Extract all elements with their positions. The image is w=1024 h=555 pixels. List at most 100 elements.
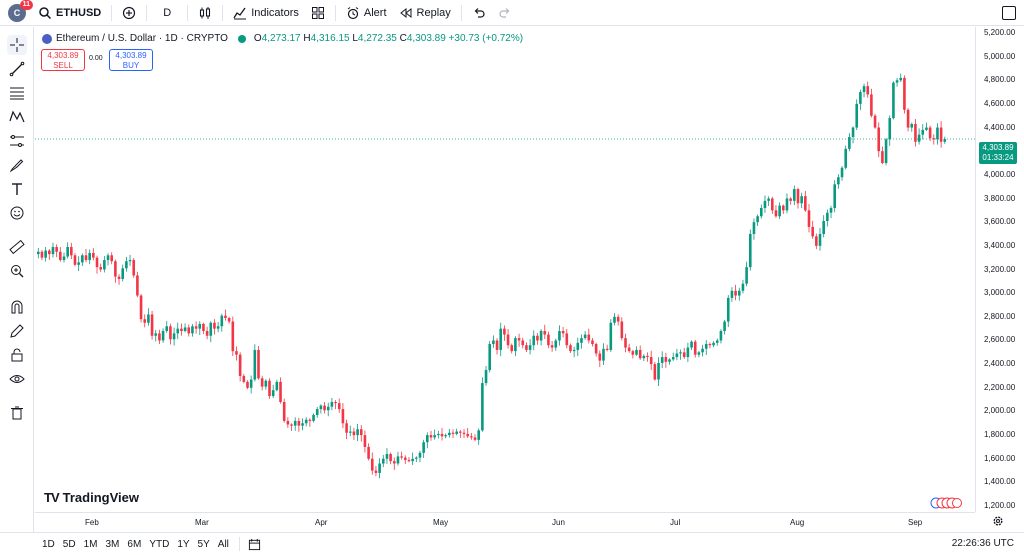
candle (246, 380, 249, 390)
candle (88, 249, 91, 265)
timeframe-button-5y[interactable]: 5Y (197, 538, 210, 550)
timeframe-button-1d[interactable]: 1D (42, 538, 55, 550)
interval-button[interactable]: D (151, 0, 183, 26)
candle (580, 334, 583, 349)
candle (205, 326, 209, 340)
forecast-tool[interactable] (7, 131, 27, 151)
candle (110, 252, 113, 265)
zoom-in-tool[interactable] (7, 261, 27, 281)
candle (437, 430, 440, 439)
brush-tool[interactable] (7, 155, 27, 175)
timeframe-button-5d[interactable]: 5D (62, 538, 76, 550)
sell-price: 4,303.89 (47, 51, 79, 60)
candle (40, 249, 44, 261)
candle (473, 434, 477, 442)
fib-tool[interactable] (7, 83, 27, 103)
candle (583, 331, 587, 340)
utc-clock[interactable]: 22:26:36 UTC (951, 538, 1014, 549)
text-tool[interactable] (7, 179, 27, 199)
time-tick-label: Sep (908, 518, 923, 527)
candle (730, 287, 734, 302)
candle (638, 345, 642, 360)
candle (275, 379, 279, 392)
buy-button[interactable]: 4,303.89 BUY (109, 49, 153, 71)
candle (337, 398, 341, 413)
candle (367, 443, 370, 461)
time-axis[interactable]: Feb Mar Apr May Jun Jul Aug Sep (35, 512, 975, 532)
price-tick-label: 3,200.00 (984, 264, 1016, 274)
time-tick-label: Jun (552, 518, 565, 527)
price-tick-label: 3,000.00 (984, 288, 1016, 298)
candle (668, 358, 671, 365)
undo-button[interactable] (466, 0, 492, 26)
candle (235, 346, 238, 361)
timeframe-button-6m[interactable]: 6M (127, 538, 142, 550)
ruler-icon (9, 239, 25, 255)
lock-drawings-tool[interactable] (7, 345, 27, 365)
sell-button[interactable]: 4,303.89 SELL (41, 49, 85, 71)
candle (224, 309, 227, 321)
candle (220, 313, 224, 332)
candle (84, 249, 88, 263)
trend-line-tool[interactable] (7, 59, 27, 79)
buy-label: BUY (122, 61, 140, 70)
candle (653, 362, 657, 381)
timeframe-button-3m[interactable]: 3M (105, 538, 120, 550)
chart-type-button[interactable] (192, 0, 218, 26)
fullscreen-icon[interactable] (1002, 6, 1016, 20)
candle (914, 119, 917, 147)
timeframe-button-1m[interactable]: 1M (83, 538, 98, 550)
interval-label: D (163, 6, 172, 19)
candle (565, 328, 569, 349)
redo-button[interactable] (492, 0, 518, 26)
price-tick-label: 3,600.00 (984, 217, 1016, 227)
measure-tool[interactable] (7, 237, 27, 257)
candle (859, 89, 862, 111)
remove-drawings-tool[interactable] (7, 403, 27, 423)
alert-button[interactable]: Alert (340, 0, 393, 26)
crosshair-icon (10, 38, 24, 52)
layouts-button[interactable] (305, 0, 331, 26)
candle (572, 346, 576, 358)
hide-drawings-tool[interactable] (7, 369, 27, 389)
price-tick-label: 2,400.00 (984, 359, 1016, 369)
compare-symbol-button[interactable] (116, 0, 142, 26)
candle (536, 333, 539, 345)
candle (943, 136, 947, 144)
candle (704, 340, 708, 355)
tradingview-watermark[interactable]: TV TradingView (44, 490, 139, 505)
candle (323, 402, 326, 414)
calendar-icon[interactable] (248, 538, 261, 551)
candle (686, 342, 690, 362)
candle (62, 252, 66, 263)
symbol-search-button[interactable]: ETHUSD (32, 0, 107, 26)
candlestick-chart[interactable] (35, 27, 975, 512)
indicators-button[interactable]: Indicators (227, 0, 305, 26)
timeframe-button-ytd[interactable]: YTD (149, 538, 170, 550)
candle (381, 454, 385, 468)
stay-drawing-tool[interactable] (7, 321, 27, 341)
timeframe-button-1y[interactable]: 1Y (177, 538, 190, 550)
candle (532, 330, 536, 351)
pattern-icon (9, 110, 25, 123)
gear-icon[interactable] (992, 515, 1004, 527)
candle (895, 77, 899, 87)
candle (917, 128, 921, 145)
pattern-tool[interactable] (7, 107, 27, 127)
price-tick-label: 2,600.00 (984, 335, 1016, 345)
crosshair-tool[interactable] (7, 35, 27, 55)
candle (477, 428, 480, 445)
chart-pane[interactable] (35, 27, 975, 512)
emoji-tool[interactable] (7, 203, 27, 223)
user-avatar[interactable]: C 11 (8, 0, 33, 22)
candle (928, 125, 932, 142)
price-axis[interactable]: 5,200.00 5,000.00 4,800.00 4,600.00 4,400.00… (975, 27, 1024, 512)
candle (176, 322, 180, 340)
magnet-tool[interactable] (7, 297, 27, 317)
events-icon[interactable] (928, 496, 962, 510)
candle (514, 336, 517, 357)
candle (605, 344, 609, 352)
timeframe-button-all[interactable]: All (217, 538, 229, 550)
replay-button[interactable]: Replay (393, 0, 457, 26)
